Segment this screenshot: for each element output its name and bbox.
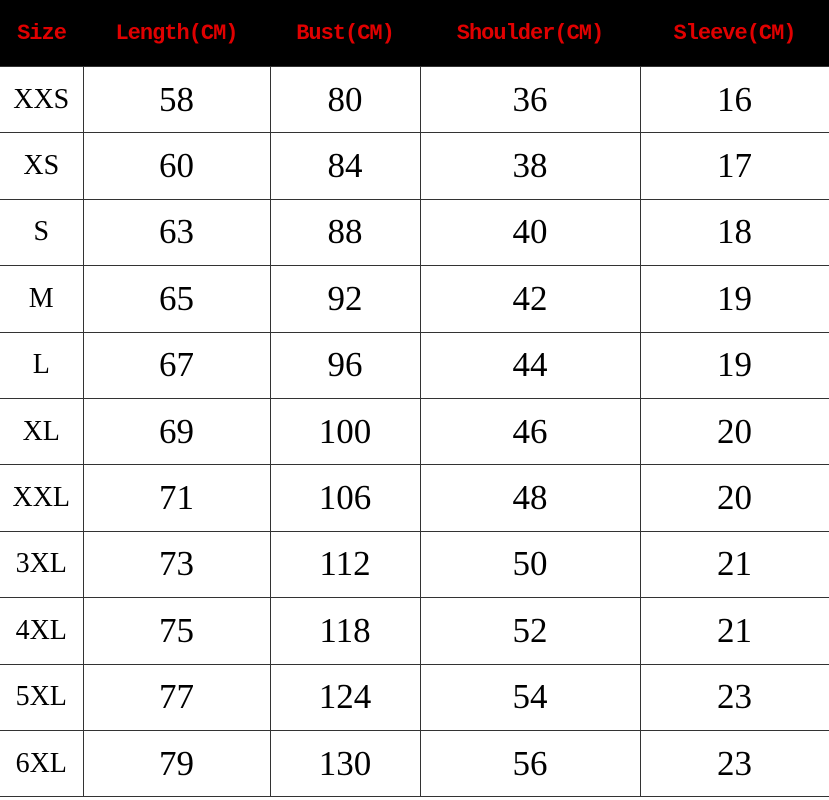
cell-shoulder: 40 [419, 198, 641, 267]
cell-shoulder: 54 [419, 663, 641, 731]
cell-bust: 100 [269, 397, 421, 466]
cell-sleeve: 19 [639, 265, 829, 333]
cell-shoulder: 52 [419, 597, 641, 665]
table-row: XXS 58 80 36 16 [0, 65, 829, 134]
cell-size: XS [0, 132, 84, 200]
cell-length: 73 [82, 530, 271, 599]
table-row: XXL 71 106 48 20 [0, 464, 829, 532]
cell-length: 63 [82, 198, 271, 267]
cell-sleeve: 20 [639, 464, 829, 532]
cell-length: 75 [82, 597, 271, 665]
table-row: 5XL 77 124 54 23 [0, 663, 829, 731]
cell-size: 5XL [0, 663, 84, 731]
header-row: Size Length(CM) Bust(CM) Shoulder(CM) Sl… [0, 0, 829, 67]
cell-bust: 112 [269, 530, 421, 599]
cell-sleeve: 23 [639, 663, 829, 731]
cell-size: XXS [0, 65, 84, 134]
cell-sleeve: 19 [639, 331, 829, 399]
cell-shoulder: 42 [419, 265, 641, 333]
cell-length: 77 [82, 663, 271, 731]
table-row: S 63 88 40 18 [0, 198, 829, 267]
cell-shoulder: 46 [419, 397, 641, 466]
cell-shoulder: 48 [419, 464, 641, 532]
cell-bust: 96 [269, 331, 421, 399]
cell-sleeve: 18 [639, 198, 829, 267]
cell-bust: 84 [269, 132, 421, 200]
cell-size: 4XL [0, 597, 84, 665]
cell-length: 67 [82, 331, 271, 399]
cell-bust: 88 [269, 198, 421, 267]
cell-sleeve: 21 [639, 530, 829, 599]
cell-length: 60 [82, 132, 271, 200]
header-sleeve: Sleeve(CM) [640, 0, 829, 67]
cell-sleeve: 20 [639, 397, 829, 466]
table-row: 3XL 73 112 50 21 [0, 530, 829, 599]
cell-shoulder: 56 [419, 729, 641, 798]
cell-length: 58 [82, 65, 271, 134]
cell-bust: 80 [269, 65, 421, 134]
cell-shoulder: 44 [419, 331, 641, 399]
cell-shoulder: 36 [419, 65, 641, 134]
cell-size: L [0, 331, 84, 399]
cell-sleeve: 21 [639, 597, 829, 665]
cell-size: S [0, 198, 84, 267]
cell-bust: 106 [269, 464, 421, 532]
cell-sleeve: 23 [639, 729, 829, 798]
cell-bust: 92 [269, 265, 421, 333]
table-row: L 67 96 44 19 [0, 331, 829, 399]
cell-bust: 124 [269, 663, 421, 731]
cell-bust: 118 [269, 597, 421, 665]
cell-length: 69 [82, 397, 271, 466]
cell-sleeve: 16 [639, 65, 829, 134]
cell-length: 79 [82, 729, 271, 798]
cell-size: M [0, 265, 84, 333]
cell-shoulder: 38 [419, 132, 641, 200]
header-size: Size [0, 0, 83, 67]
header-length: Length(CM) [83, 0, 270, 67]
cell-shoulder: 50 [419, 530, 641, 599]
cell-length: 71 [82, 464, 271, 532]
table-row: 4XL 75 118 52 21 [0, 597, 829, 665]
cell-length: 65 [82, 265, 271, 333]
table-row: XL 69 100 46 20 [0, 397, 829, 466]
cell-size: XXL [0, 464, 84, 532]
cell-size: 6XL [0, 729, 84, 798]
cell-size: 3XL [0, 530, 84, 599]
table-row: 6XL 79 130 56 23 [0, 729, 829, 798]
header-shoulder: Shoulder(CM) [420, 0, 640, 67]
table-row: XS 60 84 38 17 [0, 132, 829, 200]
cell-sleeve: 17 [639, 132, 829, 200]
cell-bust: 130 [269, 729, 421, 798]
header-bust: Bust(CM) [270, 0, 420, 67]
table-row: M 65 92 42 19 [0, 265, 829, 333]
cell-size: XL [0, 397, 84, 466]
